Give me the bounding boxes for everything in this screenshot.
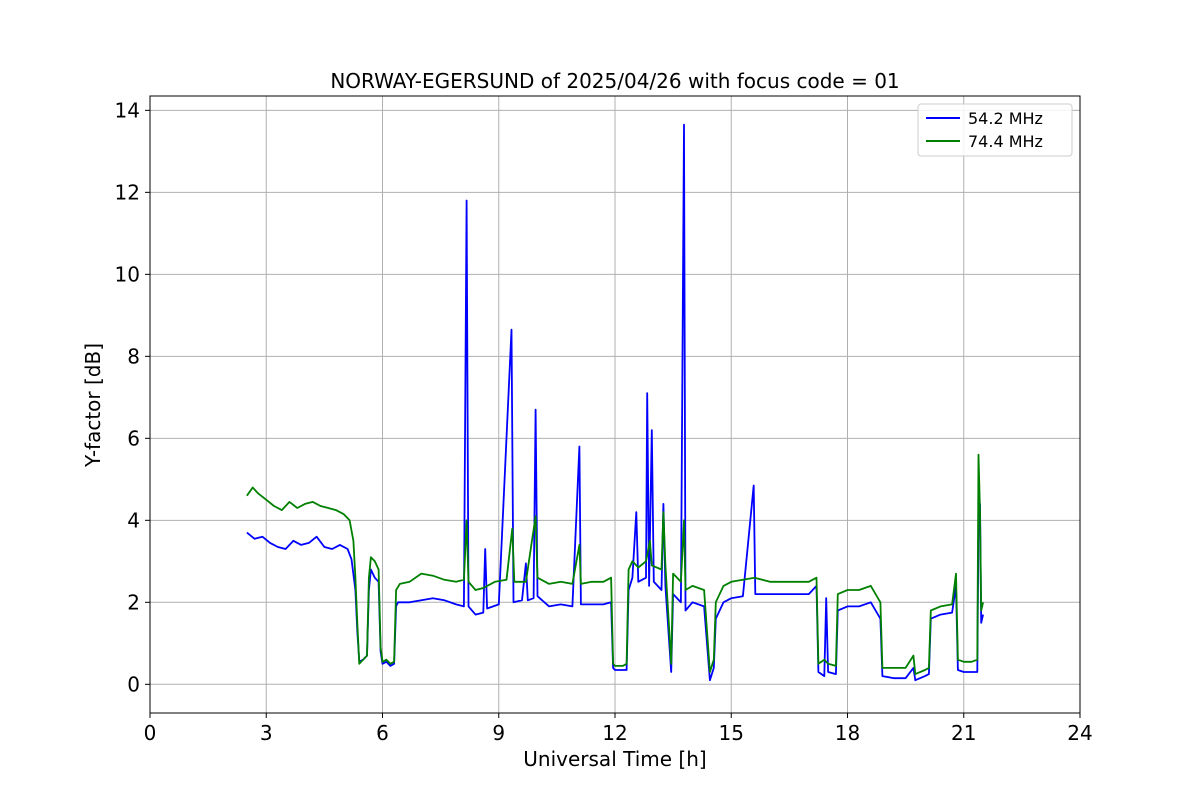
x-tick-label: 12	[602, 721, 627, 745]
y-tick-label: 14	[115, 98, 140, 122]
legend-label-74-4-mhz: 74.4 MHz	[968, 132, 1043, 151]
x-tick-label: 21	[951, 721, 976, 745]
x-tick-label: 15	[719, 721, 744, 745]
x-tick-label: 9	[492, 721, 505, 745]
y-tick-label: 12	[115, 180, 140, 204]
y-axis-label: Y-factor [dB]	[81, 343, 105, 468]
x-tick-label: 24	[1067, 721, 1092, 745]
x-axis-label: Universal Time [h]	[523, 747, 706, 771]
x-tick-label: 6	[376, 721, 389, 745]
x-tick-label: 3	[260, 721, 273, 745]
y-tick-label: 10	[115, 262, 140, 286]
y-tick-label: 8	[127, 344, 140, 368]
x-axis-ticks: 0 3 6 9 12 15 18 21 24	[144, 713, 1093, 745]
legend: 54.2 MHz 74.4 MHz	[917, 103, 1073, 157]
series-layer	[246, 123, 984, 682]
chart-title: NORWAY-EGERSUND of 2025/04/26 with focus…	[330, 69, 899, 93]
x-tick-label: 0	[144, 721, 157, 745]
legend-label-54-2-mhz: 54.2 MHz	[968, 109, 1043, 128]
y-axis-ticks: 0 2 4 6 8 10 12 14	[115, 98, 150, 696]
series-line-74-4-mhz	[246, 453, 984, 675]
x-tick-label: 18	[835, 721, 860, 745]
y-tick-label: 0	[127, 672, 140, 696]
series-line-54-2-mhz	[246, 123, 984, 682]
y-tick-label: 2	[127, 590, 140, 614]
y-tick-label: 6	[127, 426, 140, 450]
y-tick-label: 4	[127, 508, 140, 532]
